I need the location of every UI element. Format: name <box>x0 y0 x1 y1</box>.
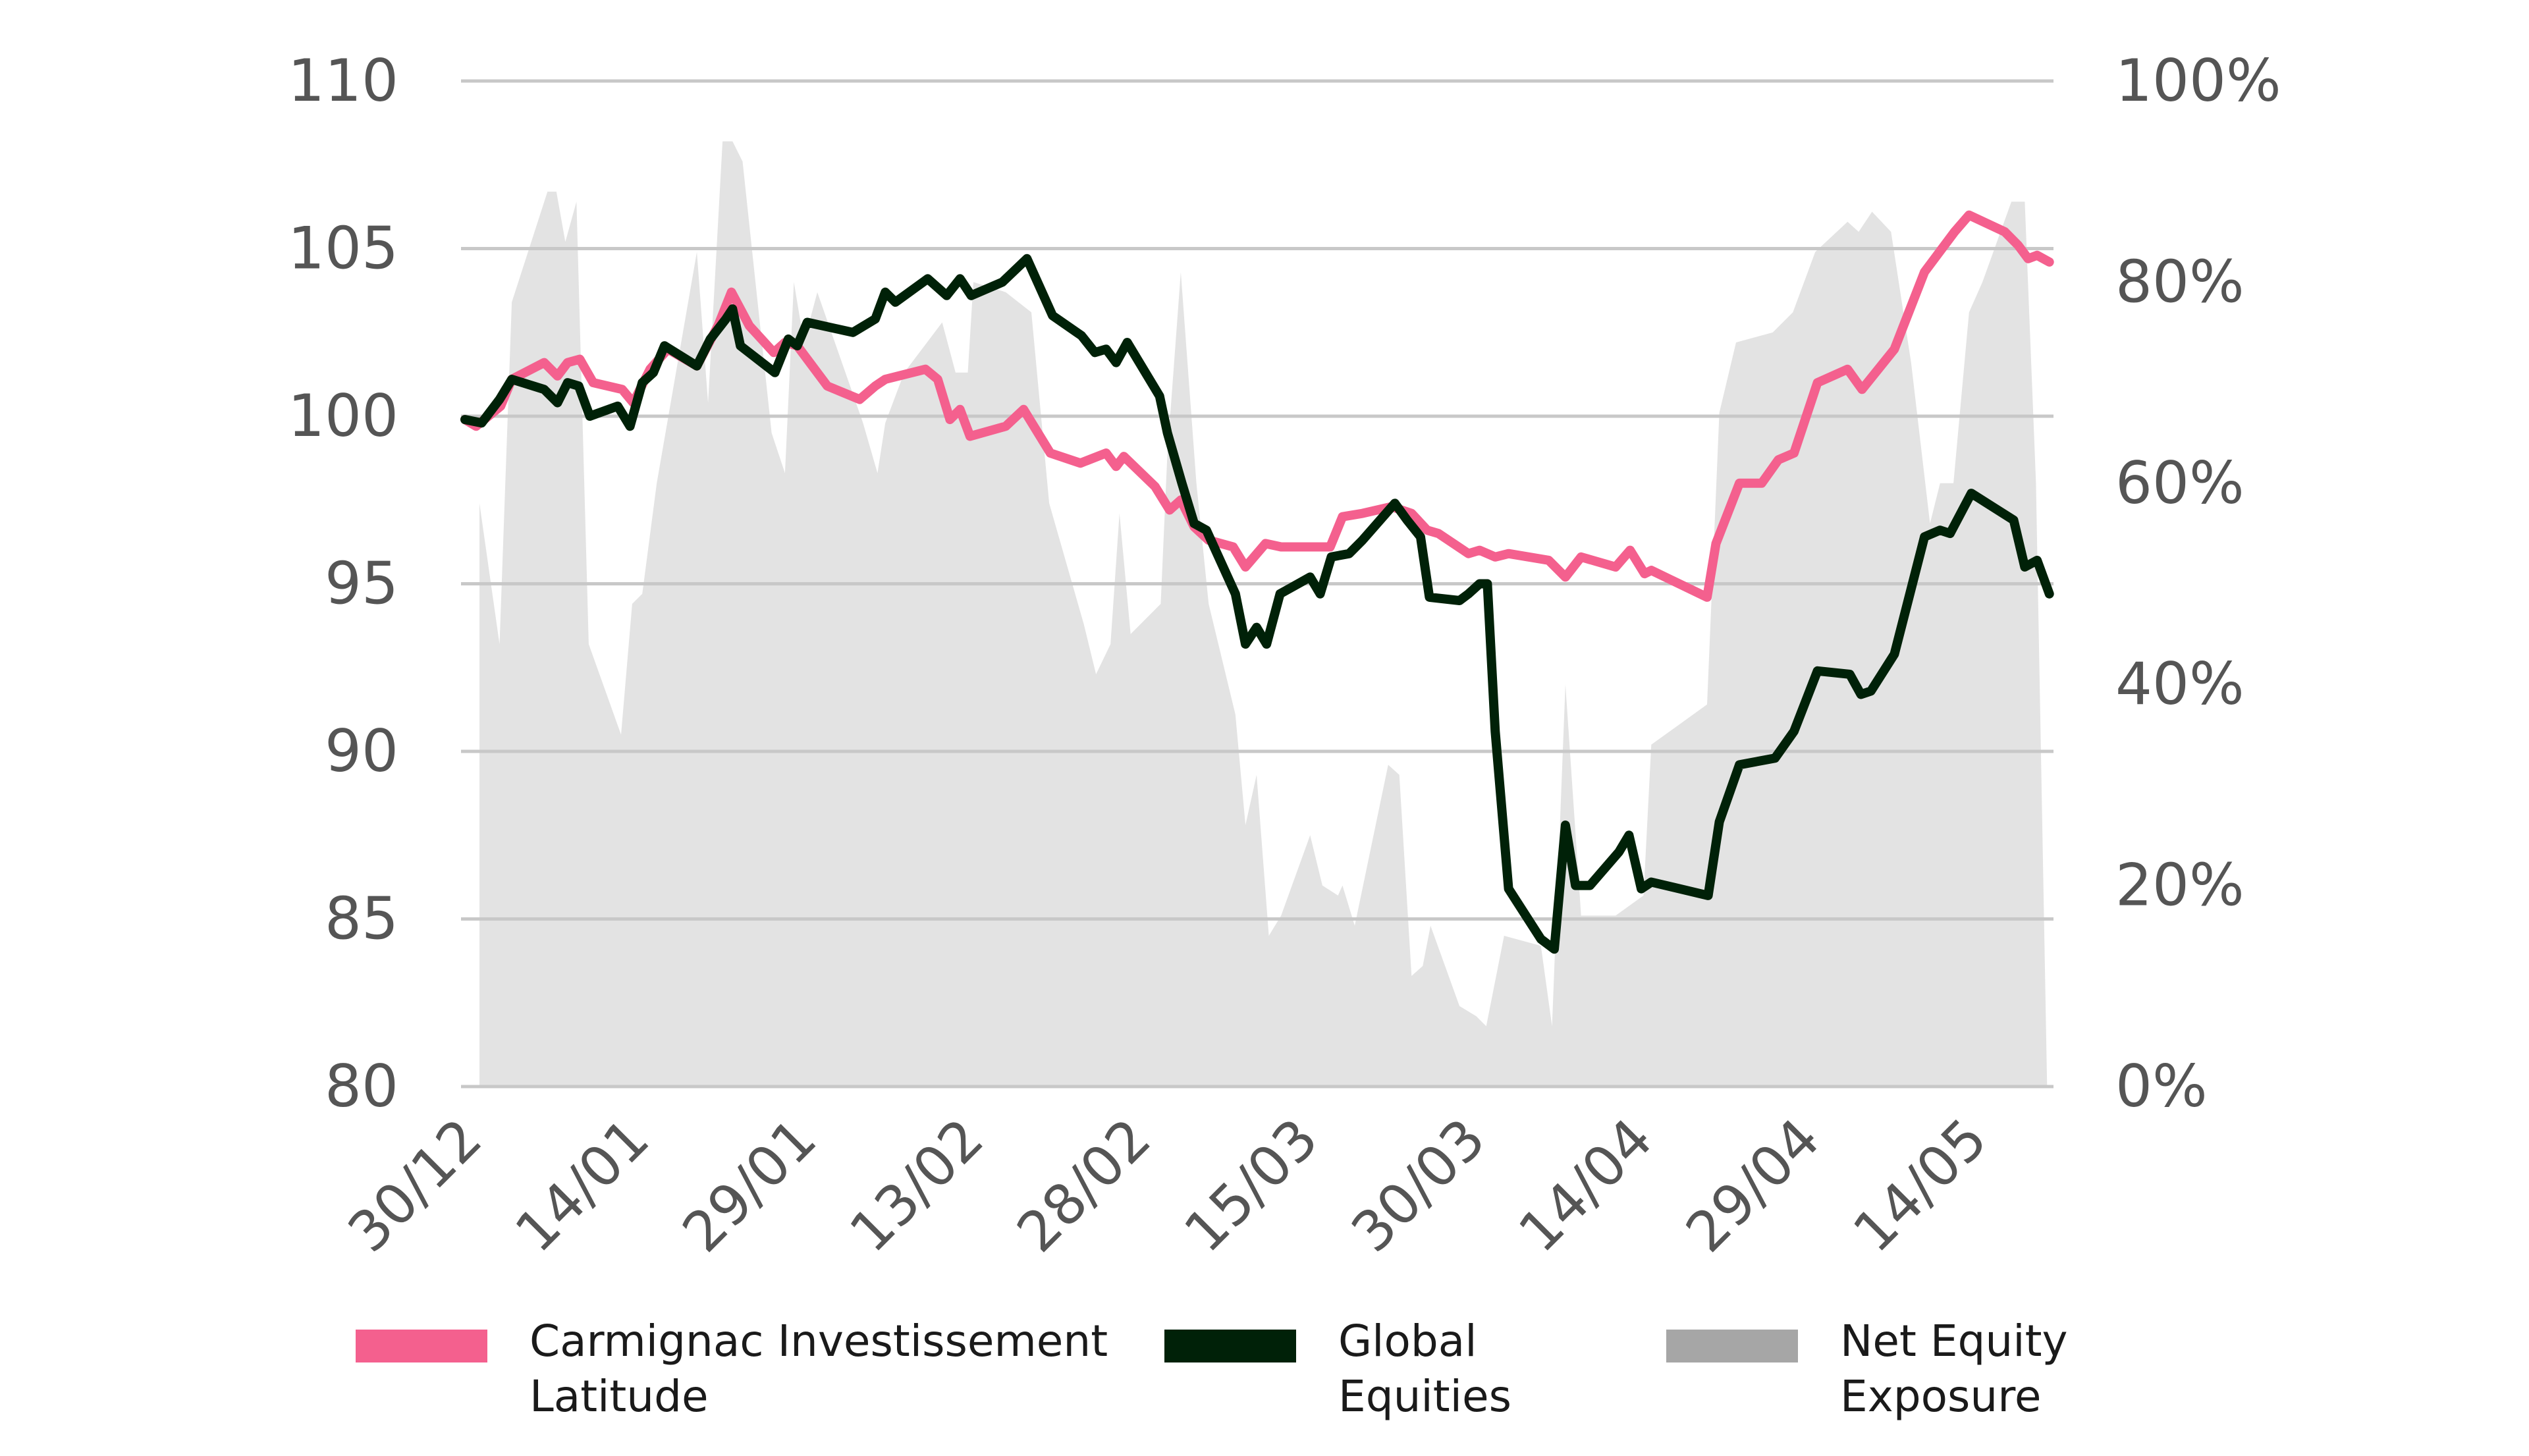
y-axis-left: 80 85 90 95 100 105 110 <box>288 47 398 1120</box>
y-tick-label: 80 <box>325 1052 398 1120</box>
legend-label-global-equities: Global Equities <box>1338 1316 1511 1422</box>
legend: Carmignac Investissement Latitude Global… <box>356 1314 2397 1445</box>
y2-tick-label: 80% <box>2115 248 2244 315</box>
legend-swatch-global-equities <box>1164 1330 1296 1362</box>
legend-item-carmignac: Carmignac Investissement Latitude <box>356 1314 1108 1424</box>
legend-label-carmignac: Carmignac Investissement Latitude <box>530 1316 1108 1422</box>
x-tick-label: 29/01 <box>670 1106 829 1264</box>
y2-tick-label: 100% <box>2115 47 2281 115</box>
legend-swatch-carmignac <box>356 1330 487 1362</box>
y2-tick-label: 20% <box>2115 851 2244 919</box>
legend-item-net-equity-exposure: Net Equity Exposure <box>1666 1314 2068 1424</box>
x-tick-label: 14/01 <box>503 1106 661 1264</box>
legend-label-net-equity-exposure: Net Equity Exposure <box>1840 1316 2068 1422</box>
x-axis: 30/12 14/01 29/01 13/02 28/02 15/03 30/03 14/04… <box>336 1106 1999 1264</box>
y-tick-label: 100 <box>288 382 398 450</box>
x-tick-label: 15/03 <box>1172 1106 1330 1264</box>
area-layer <box>479 141 2048 1087</box>
y-tick-label: 105 <box>288 215 398 283</box>
y2-tick-label: 0% <box>2115 1052 2208 1120</box>
y-tick-label: 90 <box>325 717 398 785</box>
y2-tick-label: 60% <box>2115 449 2244 517</box>
y-tick-label: 85 <box>325 885 398 953</box>
line-layer <box>460 210 2054 954</box>
x-tick-label: 30/12 <box>336 1106 494 1264</box>
gridlines <box>461 79 2053 1089</box>
x-tick-label: 28/02 <box>1004 1106 1162 1264</box>
area-net-equity-exposure <box>479 141 2048 1087</box>
x-tick-label: 29/04 <box>1673 1106 1832 1264</box>
y-tick-label: 110 <box>288 47 398 115</box>
line-global-equities <box>460 254 2054 954</box>
x-tick-label: 30/03 <box>1339 1106 1497 1264</box>
y2-tick-label: 40% <box>2115 650 2244 718</box>
y-tick-label: 95 <box>325 550 398 618</box>
legend-swatch-net-equity-exposure <box>1666 1330 1798 1362</box>
y-axis-right: 0% 20% 40% 60% 80% 100% <box>2115 47 2281 1120</box>
x-tick-label: 13/02 <box>838 1106 996 1264</box>
x-tick-label: 14/04 <box>1506 1106 1664 1264</box>
legend-item-global-equities: Global Equities <box>1164 1314 1511 1424</box>
x-tick-label: 14/05 <box>1841 1106 1999 1264</box>
